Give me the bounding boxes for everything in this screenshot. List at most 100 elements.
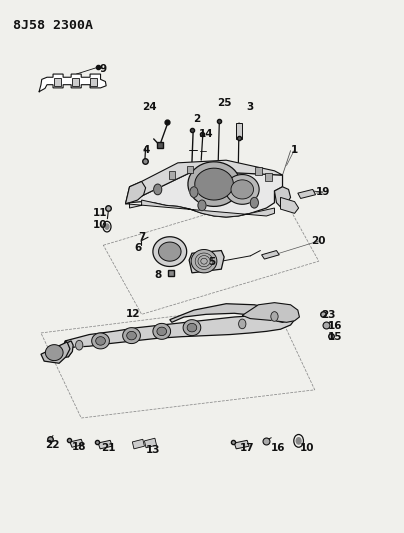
Polygon shape <box>39 74 106 92</box>
Polygon shape <box>127 332 137 340</box>
Text: 11: 11 <box>93 208 108 219</box>
Polygon shape <box>96 337 105 345</box>
Polygon shape <box>92 333 109 349</box>
Text: 24: 24 <box>142 102 157 112</box>
Polygon shape <box>231 180 254 199</box>
Polygon shape <box>153 324 170 340</box>
Polygon shape <box>98 440 112 449</box>
Bar <box>265 173 271 181</box>
Circle shape <box>271 312 278 321</box>
Polygon shape <box>157 327 166 336</box>
Polygon shape <box>261 251 279 259</box>
Text: 5: 5 <box>208 257 216 267</box>
Polygon shape <box>65 314 295 348</box>
Polygon shape <box>70 439 83 447</box>
Polygon shape <box>133 439 144 449</box>
Polygon shape <box>52 341 73 358</box>
Polygon shape <box>92 333 109 349</box>
Polygon shape <box>158 242 181 261</box>
Polygon shape <box>98 440 112 449</box>
Polygon shape <box>234 440 249 449</box>
Polygon shape <box>126 200 274 217</box>
Polygon shape <box>126 181 145 204</box>
Polygon shape <box>280 197 299 213</box>
Text: 18: 18 <box>72 442 86 452</box>
Polygon shape <box>187 324 197 332</box>
Polygon shape <box>126 160 282 204</box>
Circle shape <box>76 341 83 350</box>
Polygon shape <box>187 324 197 332</box>
Polygon shape <box>153 324 170 340</box>
Circle shape <box>198 200 206 211</box>
Polygon shape <box>52 341 73 358</box>
Circle shape <box>154 184 162 195</box>
Circle shape <box>190 187 198 197</box>
Polygon shape <box>280 197 299 213</box>
Text: 2: 2 <box>194 114 201 124</box>
Text: 6: 6 <box>134 243 141 253</box>
Polygon shape <box>126 171 282 217</box>
Polygon shape <box>183 320 201 336</box>
Polygon shape <box>225 174 259 204</box>
Polygon shape <box>231 180 254 199</box>
Polygon shape <box>123 328 141 344</box>
Text: 7: 7 <box>138 232 145 243</box>
Circle shape <box>250 197 259 208</box>
Polygon shape <box>170 304 290 322</box>
Polygon shape <box>133 439 144 449</box>
Text: 10: 10 <box>299 443 314 453</box>
Circle shape <box>239 319 246 329</box>
Polygon shape <box>274 187 290 207</box>
Text: 9: 9 <box>100 64 107 74</box>
Polygon shape <box>123 328 141 344</box>
Polygon shape <box>126 171 282 217</box>
Bar <box>255 167 261 174</box>
Polygon shape <box>127 332 137 340</box>
Polygon shape <box>63 341 71 357</box>
Polygon shape <box>126 200 274 217</box>
Polygon shape <box>242 303 299 322</box>
Polygon shape <box>274 187 290 207</box>
Polygon shape <box>189 251 224 273</box>
Polygon shape <box>225 174 259 204</box>
Text: 19: 19 <box>316 187 330 197</box>
Polygon shape <box>261 251 279 259</box>
Polygon shape <box>298 189 316 198</box>
Text: 17: 17 <box>240 443 255 453</box>
Text: 8J58 2300A: 8J58 2300A <box>13 19 93 33</box>
Polygon shape <box>157 327 166 336</box>
Text: 12: 12 <box>126 309 141 319</box>
Polygon shape <box>126 181 145 204</box>
Circle shape <box>296 438 301 444</box>
Polygon shape <box>195 168 234 200</box>
Text: 4: 4 <box>143 144 150 155</box>
Polygon shape <box>195 168 234 200</box>
Polygon shape <box>126 160 282 204</box>
Polygon shape <box>41 342 70 364</box>
Polygon shape <box>153 237 187 266</box>
Polygon shape <box>63 341 71 357</box>
Circle shape <box>105 224 109 229</box>
Polygon shape <box>144 438 156 448</box>
Polygon shape <box>191 249 217 273</box>
Polygon shape <box>242 303 299 322</box>
Polygon shape <box>153 237 187 266</box>
Polygon shape <box>188 162 240 206</box>
Text: 22: 22 <box>45 440 59 450</box>
Polygon shape <box>70 439 83 447</box>
Polygon shape <box>234 440 249 449</box>
Text: 21: 21 <box>101 443 116 453</box>
Bar <box>72 78 79 86</box>
Text: 10: 10 <box>93 220 108 230</box>
Text: 3: 3 <box>246 102 253 112</box>
Polygon shape <box>191 249 217 273</box>
Polygon shape <box>183 320 201 336</box>
Bar <box>90 78 97 86</box>
Bar <box>187 166 193 173</box>
Polygon shape <box>41 342 70 364</box>
Polygon shape <box>236 123 242 139</box>
Text: 23: 23 <box>322 310 336 320</box>
Polygon shape <box>170 304 290 322</box>
Polygon shape <box>39 74 106 92</box>
Polygon shape <box>298 189 316 198</box>
